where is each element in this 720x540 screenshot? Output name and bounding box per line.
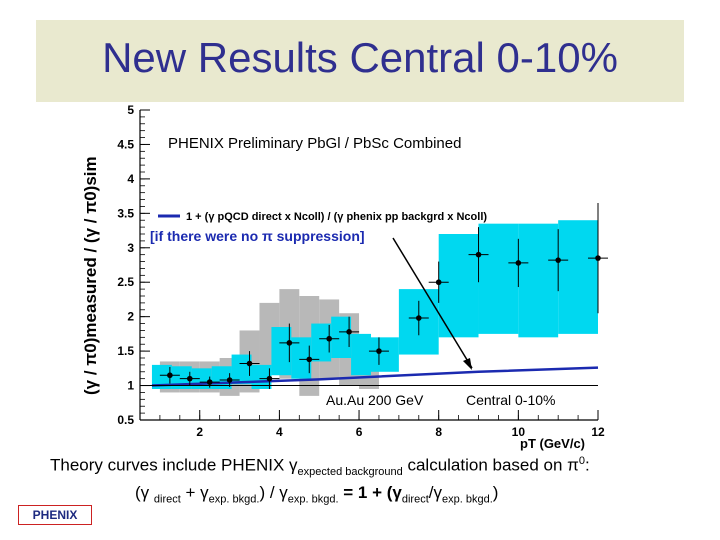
- data-point-5: [266, 375, 273, 382]
- x-tick-label-4: 10: [512, 425, 526, 439]
- x-tick-label-3: 8: [435, 425, 442, 439]
- y-tick-label-0: 0.5: [117, 413, 134, 427]
- annotation-arrow: [392, 237, 473, 369]
- caption2-plus: + γ: [180, 483, 209, 502]
- cyan-error-band-13: [438, 234, 479, 338]
- data-point-1: [186, 375, 193, 382]
- y-tick-label-4: 2.5: [117, 275, 134, 289]
- cyan-error-band-14: [478, 223, 519, 334]
- chart-title: PHENIX Preliminary PbGl / PbSc Combined: [168, 135, 461, 152]
- caption1-sub: expected background: [297, 466, 403, 479]
- data-point-16: [595, 255, 601, 261]
- x-tick-label-5: 12: [591, 425, 605, 439]
- y-axis-label: (γ / π0)measured / (γ / π0)sim: [81, 156, 100, 395]
- y-tick-label-9: 5: [127, 103, 134, 117]
- caption1-prefix: Theory curves include PHENIX: [50, 455, 290, 475]
- y-tick-label-5: 3: [127, 241, 134, 255]
- caption2-mid: ) / γ: [259, 483, 288, 502]
- slide-title: New Results Central 0-10%: [102, 34, 618, 81]
- caption1-gamma: γ: [289, 455, 298, 475]
- x-tick-label-0: 2: [196, 425, 203, 439]
- cyan-error-band-16: [558, 220, 598, 334]
- data-point-14: [515, 260, 522, 266]
- caption-line-1: Theory curves include PHENIX γexpected b…: [50, 455, 710, 478]
- data-point-6: [286, 340, 293, 346]
- caption2-eq: = 1 + (γ: [338, 483, 402, 502]
- data-point-15: [555, 257, 561, 263]
- caption1-suffix: calculation based on π: [402, 455, 579, 475]
- cyan-error-band-8: [311, 323, 332, 362]
- theory-curve: [151, 366, 599, 387]
- cyan-error-band-7: [291, 337, 312, 379]
- annotation-arrowhead: [463, 358, 472, 370]
- y-tick-label-6: 3.5: [117, 206, 134, 220]
- data-point-7: [306, 356, 313, 363]
- data-point-8: [326, 335, 332, 342]
- caption2-sub3: exp. bkgd.: [287, 493, 339, 506]
- data-point-3: [226, 377, 233, 383]
- data-point-12: [435, 279, 442, 286]
- caption2-sub1: direct: [153, 493, 181, 506]
- cyan-error-band-0: [151, 364, 172, 389]
- y-tick-label-8: 4.5: [117, 137, 134, 151]
- caption2-open: (γ: [135, 483, 154, 502]
- caption1-end: :: [585, 455, 590, 475]
- data-point-9: [346, 329, 352, 335]
- caption2-sub2: exp. bkgd.: [208, 493, 260, 506]
- cyan-error-band-5: [251, 364, 272, 389]
- data-point-10: [376, 348, 382, 354]
- cyan-error-band-9: [331, 316, 352, 358]
- legend-line-label: 1 + (γ pQCD direct x Ncoll) / (γ phenix …: [186, 211, 487, 223]
- caption2-sub5: exp. bkgd.: [442, 493, 493, 506]
- cyan-error-band-11: [370, 337, 399, 372]
- x-axis-label: pT (GeV/c): [520, 436, 585, 451]
- phenix-logo: PHENIX: [18, 505, 92, 525]
- x-tick-label-2: 6: [356, 425, 363, 439]
- caption-line-2: (γ direct + γexp. bkgd.) / γexp. bkgd. =…: [135, 483, 695, 505]
- data-point-11: [415, 315, 422, 321]
- data-point-2: [206, 379, 213, 385]
- y-tick-label-7: 4: [127, 172, 134, 186]
- cyan-error-band-6: [271, 327, 292, 376]
- centrality-label: Central 0-10%: [466, 392, 556, 408]
- title-band: [36, 20, 684, 102]
- caption2-close: ): [492, 483, 499, 502]
- data-point-13: [475, 251, 482, 258]
- cyan-error-band-4: [231, 354, 252, 385]
- x-tick-label-1: 4: [276, 425, 283, 439]
- cyan-error-band-15: [518, 223, 559, 338]
- cyan-error-band-10: [351, 333, 371, 376]
- legend-note: [if there were no π suppression]: [150, 228, 365, 244]
- system-label: Au.Au 200 GeV: [326, 392, 424, 408]
- data-point-0: [167, 372, 173, 379]
- caption1-sup: 0: [578, 455, 586, 467]
- y-tick-label-1: 1: [127, 379, 134, 393]
- y-tick-label-3: 2: [127, 310, 134, 324]
- caption2-slash: /γ: [428, 483, 443, 502]
- y-tick-label-2: 1.5: [117, 344, 134, 358]
- caption2-sub4: direct: [401, 493, 429, 506]
- data-point-4: [246, 360, 253, 367]
